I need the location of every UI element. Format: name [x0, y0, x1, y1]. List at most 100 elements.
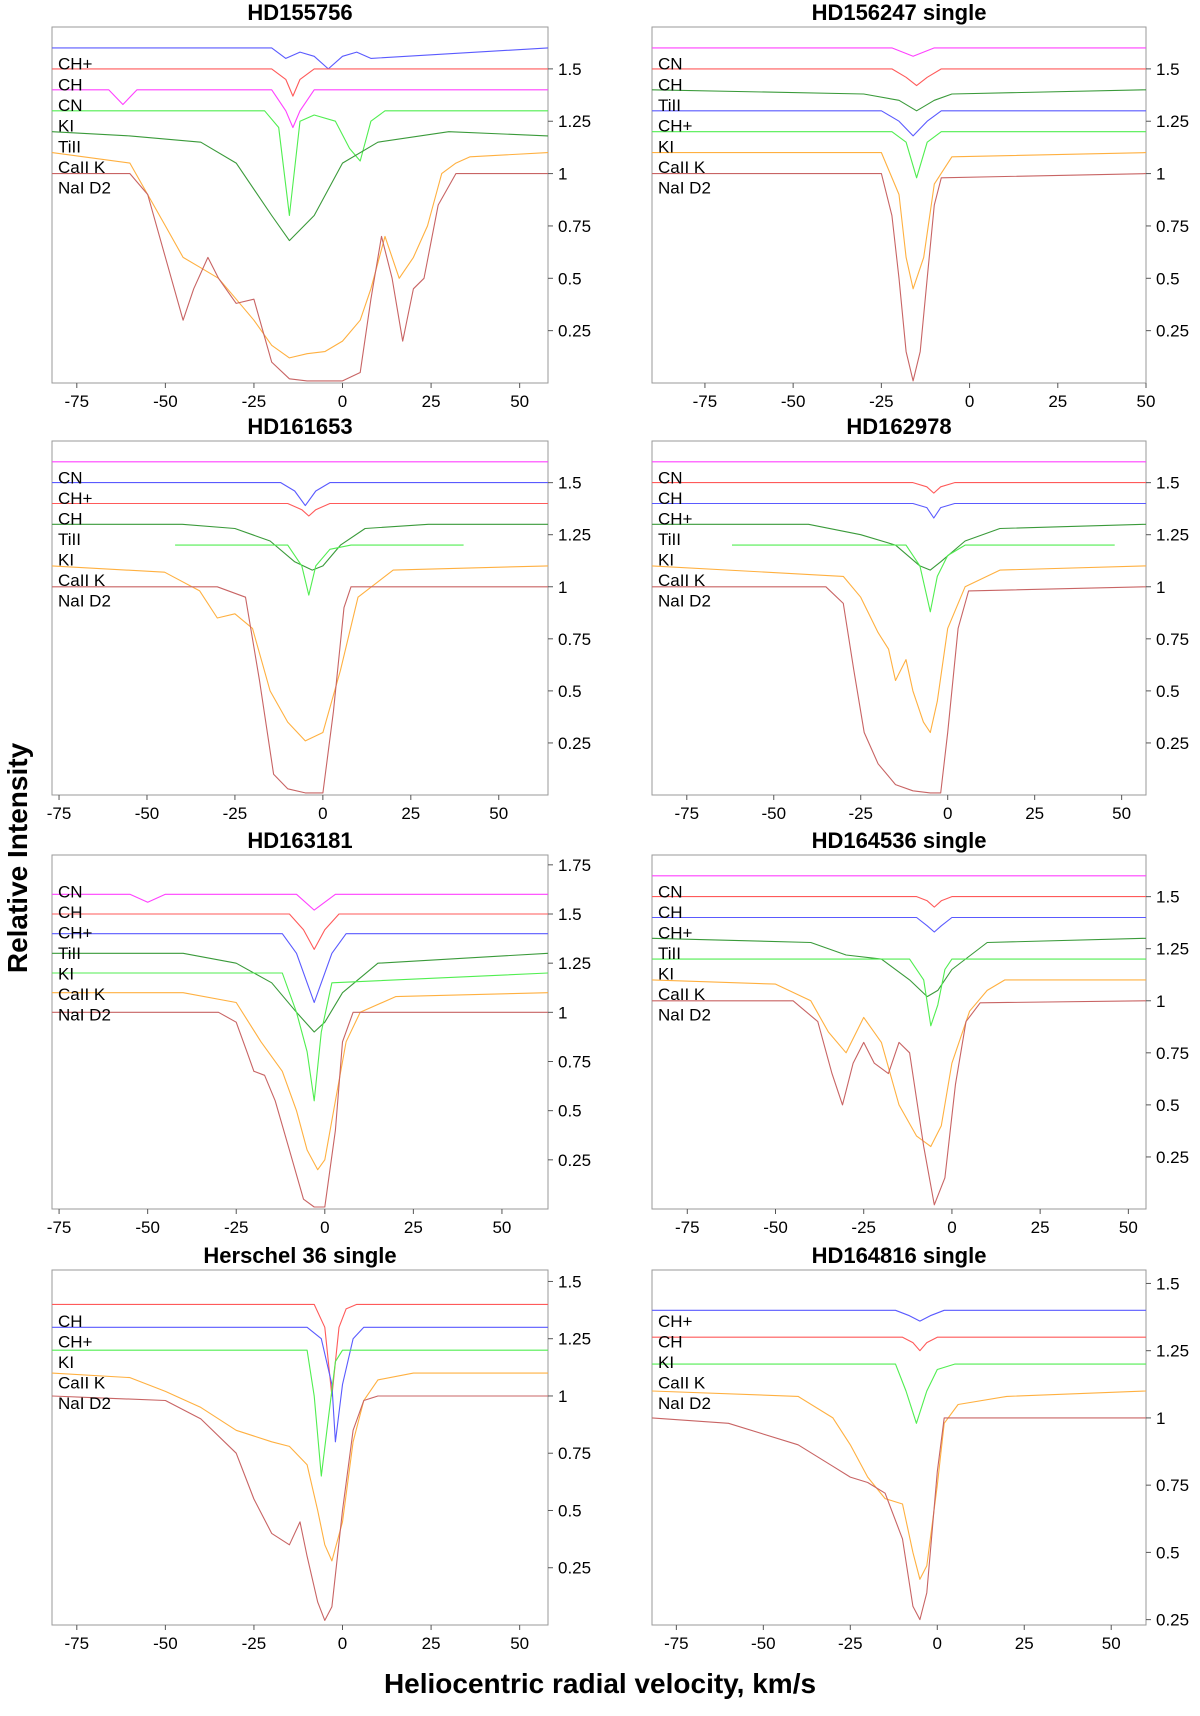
x-tick-label: 25 — [1048, 392, 1067, 411]
series-label: TiII — [58, 530, 81, 549]
x-tick-label: 0 — [933, 1634, 942, 1653]
series-line-ch- — [652, 502, 1146, 519]
y-tick-label: 1.5 — [558, 1272, 582, 1291]
series-line-tiii — [652, 523, 1147, 571]
x-tick-label: -50 — [751, 1634, 776, 1653]
y-tick-label: 1.25 — [1156, 526, 1189, 545]
x-tick-label: -75 — [693, 392, 718, 411]
series-line-ch — [652, 1336, 1146, 1352]
series-label: CH — [658, 489, 683, 508]
series-label: CH+ — [658, 924, 693, 943]
panel-title: HD163181 — [247, 828, 352, 853]
y-tick-label: 1.25 — [1156, 1342, 1189, 1361]
y-tick-label: 0.25 — [1156, 1148, 1189, 1167]
series-line-ch — [52, 913, 548, 950]
series-label: CH — [58, 1312, 83, 1331]
series-line-ki — [52, 1349, 548, 1477]
series-line-ch- — [52, 933, 548, 1004]
x-tick-label: 50 — [510, 392, 529, 411]
y-tick-label: 0.5 — [558, 1102, 582, 1121]
x-tick-label: 50 — [1137, 392, 1156, 411]
series-label: NaI D2 — [58, 592, 111, 611]
y-tick-label: 0.75 — [1156, 630, 1189, 649]
plot-frame — [651, 26, 1147, 384]
x-tick-label: -50 — [135, 804, 160, 823]
y-axis-label-text: Relative Intensity — [2, 742, 33, 974]
x-tick-label: -75 — [664, 1634, 689, 1653]
y-tick-label: 0.75 — [1156, 1476, 1189, 1495]
spectrum-panel: HD155756 -75 -50 -25 0 25 50 0.25 0.5 0.75 1 1.25 1.… — [51, 0, 591, 411]
x-tick-label: -75 — [674, 804, 699, 823]
series-label: NaI D2 — [658, 1394, 711, 1413]
series-label: TiII — [658, 96, 681, 115]
series-line-ch- — [52, 482, 548, 507]
plot-frame — [651, 440, 1147, 796]
series-line-tiii — [52, 523, 548, 571]
series-line-caii-k — [51, 565, 549, 742]
series-line-ch — [52, 68, 548, 97]
x-tick-label: -50 — [153, 392, 178, 411]
series-label: CN — [658, 55, 683, 74]
x-tick-label: -25 — [838, 1634, 863, 1653]
x-tick-label: 25 — [1015, 1634, 1034, 1653]
x-tick-label: -25 — [848, 804, 873, 823]
series-label: TiII — [658, 530, 681, 549]
plot-frame — [651, 854, 1147, 1210]
x-tick-label: 0 — [318, 804, 327, 823]
y-tick-label: 1.5 — [558, 60, 582, 79]
y-tick-label: 1.5 — [558, 905, 582, 924]
series-line-cn — [652, 47, 1146, 57]
series-label: CH+ — [58, 489, 93, 508]
y-tick-label: 0.75 — [558, 1053, 591, 1072]
series-line-ki — [732, 544, 1115, 613]
series-line-tiii — [52, 952, 549, 1033]
series-label: CH — [658, 1332, 683, 1351]
series-line-ki — [52, 972, 549, 1102]
y-tick-label: 0.25 — [558, 734, 591, 753]
panel-title: Herschel 36 single — [203, 1243, 396, 1268]
x-tick-label: -75 — [675, 1218, 700, 1237]
plot-frame — [651, 1269, 1147, 1626]
series-line-ch — [52, 502, 548, 517]
y-tick-label: 0.5 — [1156, 682, 1180, 701]
series-label: CN — [58, 468, 83, 487]
x-tick-label: 25 — [404, 1218, 423, 1237]
y-tick-label: 1.5 — [558, 474, 582, 493]
x-tick-label: -75 — [65, 392, 90, 411]
series-line-tiii — [651, 89, 1147, 112]
series-line-caii-k — [51, 1372, 548, 1562]
series-label: TiII — [658, 944, 681, 963]
y-tick-label: 0.25 — [1156, 322, 1189, 341]
y-tick-label: 1.75 — [558, 856, 591, 875]
x-tick-label: -25 — [869, 392, 894, 411]
x-tick-label: 50 — [492, 1218, 511, 1237]
y-tick-label: 0.25 — [558, 1151, 591, 1170]
series-line-caii-k — [651, 565, 1147, 734]
series-line-ki — [652, 1363, 1146, 1424]
series-label: CaII K — [58, 985, 106, 1004]
x-tick-label: 50 — [489, 804, 508, 823]
x-tick-label: -25 — [224, 1218, 249, 1237]
y-tick-label: 1.25 — [1156, 940, 1189, 959]
x-tick-label: 25 — [1031, 1218, 1050, 1237]
y-tick-label: 0.25 — [1156, 734, 1189, 753]
series-line-ch- — [652, 1309, 1146, 1322]
spectrum-panel: Herschel 36 single -75 -50 -25 0 25 50 0.25 0.5 0… — [51, 1243, 591, 1653]
series-label: CN — [658, 468, 683, 487]
x-tick-label: -75 — [47, 804, 72, 823]
y-tick-label: 0.25 — [558, 1559, 591, 1578]
series-label: CaII K — [658, 985, 706, 1004]
series-label: KI — [658, 1353, 674, 1372]
series-line-nai-d2 — [52, 586, 548, 794]
y-tick-label: 1 — [558, 578, 567, 597]
series-line-caii-k — [651, 1390, 1147, 1580]
x-tick-label: -50 — [135, 1218, 160, 1237]
series-line-nai-d2 — [52, 1011, 548, 1208]
y-tick-label: 1 — [558, 1003, 567, 1022]
series-label: NaI D2 — [58, 179, 111, 198]
spectrum-panel: HD163181 -75 -50 -25 0 25 50 0.25 0.5 0.75 1 1.25 1.… — [47, 828, 591, 1237]
series-label: CH+ — [58, 924, 93, 943]
x-tick-label: -50 — [761, 804, 786, 823]
series-label: KI — [658, 551, 674, 570]
